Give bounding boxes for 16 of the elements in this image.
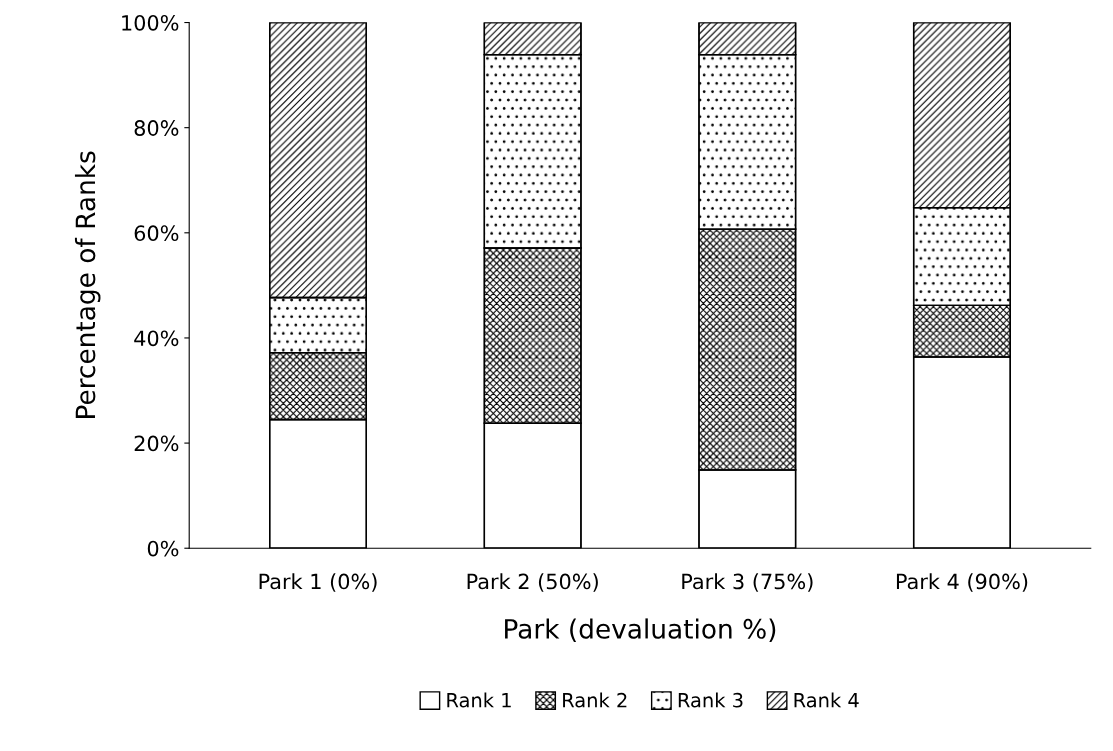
y-axis-title: Percentage of Ranks xyxy=(74,151,101,418)
y-tick-label: 20% xyxy=(134,435,179,452)
x-tick-label: Park 2 (50%) xyxy=(467,573,598,592)
legend-label: Rank 3 xyxy=(678,692,743,708)
x-axis-title: Park (devaluation %) xyxy=(505,618,776,642)
y-tick-label: 60% xyxy=(134,225,179,242)
y-tick-label: 100% xyxy=(122,14,179,31)
y-tick-label: 0% xyxy=(147,540,179,557)
x-tick-label: Park 3 (75%) xyxy=(682,573,813,592)
x-tick-label: Park 1 (0%) xyxy=(259,573,377,592)
legend-label: Rank 4 xyxy=(794,692,859,708)
y-tick-label: 40% xyxy=(134,330,179,347)
y-tick-label: 80% xyxy=(134,120,179,136)
legend-label: Rank 1 xyxy=(447,692,511,708)
x-tick-label: Park 4 (90%) xyxy=(896,573,1028,592)
legend-label: Rank 2 xyxy=(563,692,627,708)
